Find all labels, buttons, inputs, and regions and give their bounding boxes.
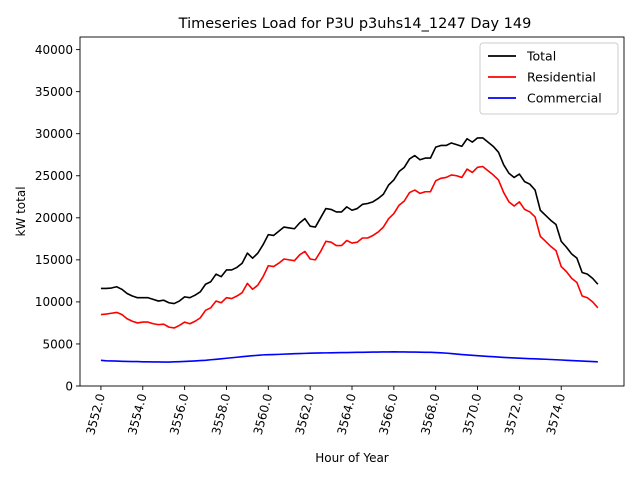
y-axis-label: kW total [14, 186, 28, 236]
y-tick-label: 25000 [35, 169, 73, 183]
series-line-commercial [100, 351, 598, 363]
y-tick-label: 40000 [35, 43, 73, 57]
y-tick-label: 10000 [35, 295, 73, 309]
y-tick-label: 15000 [35, 253, 73, 267]
y-tick-label: 35000 [35, 85, 73, 99]
x-axis-label: Hour of Year [315, 451, 389, 465]
y-tick-label: 0 [65, 379, 73, 393]
y-axis: 0 5000 10000 15000 20000 25000 30000 35000 40000 [35, 43, 80, 393]
y-tick-label: 30000 [35, 127, 73, 141]
series-line-residential [100, 165, 599, 329]
legend-box [479, 42, 619, 115]
chart-title: Timeseries Load for P3U p3uhs14_1247 Day… [178, 16, 532, 32]
legend: Total Residential Commercial [479, 42, 619, 115]
plot-frame [79, 36, 625, 387]
legend-label-commercial: Commercial [527, 91, 602, 106]
y-tick-label: 20000 [35, 211, 73, 225]
y-tick-label: 5000 [42, 337, 73, 351]
series-line-total [100, 137, 599, 305]
legend-label-total: Total [526, 49, 556, 64]
legend-label-residential: Residential [527, 70, 596, 85]
plot-area [100, 137, 599, 363]
